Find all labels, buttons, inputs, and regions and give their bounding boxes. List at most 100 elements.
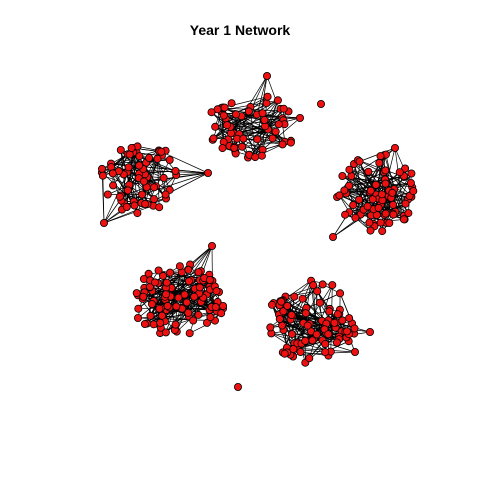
node [350,347,359,356]
node [149,195,158,204]
node [333,310,342,319]
node [335,191,344,200]
node [132,289,141,298]
node [381,166,390,175]
node [103,190,112,199]
node [381,209,390,218]
node [305,354,314,363]
node [289,345,298,354]
node [330,318,339,327]
node [184,308,193,317]
edge [279,318,315,340]
node [271,127,280,136]
node [349,201,358,210]
node [135,152,144,161]
node [262,99,271,108]
node [309,281,318,290]
node [351,213,360,222]
node [376,152,385,161]
node [184,265,193,274]
node [219,301,228,310]
node [296,347,305,356]
node [158,271,167,280]
node [290,292,299,301]
node [230,143,239,152]
node [275,314,284,323]
node [342,327,351,336]
node [150,278,159,287]
node [159,173,168,182]
node [162,278,171,287]
node [263,92,272,101]
node [115,192,124,201]
node [313,287,322,296]
edge [176,172,209,176]
node [324,330,333,339]
node [321,348,330,357]
node [376,218,385,227]
node [279,307,288,316]
node [163,301,172,310]
edge [212,119,284,141]
node [195,283,204,292]
node [409,187,418,196]
node [377,190,386,199]
nodes-layer [97,72,418,391]
node [312,330,321,339]
node [139,292,148,301]
node [161,328,170,337]
node [406,178,415,187]
edge [160,151,209,174]
node [273,96,282,105]
node [227,99,236,108]
node [336,289,345,298]
node [211,303,220,312]
edge [241,116,256,158]
node [155,304,164,313]
node [401,164,410,173]
node [172,302,181,311]
node [338,171,347,180]
node [127,143,136,152]
node [366,186,375,195]
node [278,140,287,149]
node [166,268,175,277]
node [194,310,203,319]
edge [217,108,292,143]
node [239,134,248,143]
node [268,134,277,143]
node [139,177,148,186]
node [231,110,240,119]
node [150,183,159,192]
node [328,281,337,290]
node [325,307,334,316]
node [206,313,215,322]
edge [243,138,283,145]
node [135,161,144,170]
node [145,153,154,162]
node [203,168,212,177]
node [174,293,183,302]
node [149,320,158,329]
node [389,210,398,219]
node [222,121,231,130]
node [328,232,337,241]
node [274,120,283,129]
plot-title: Year 1 Network [189,22,291,38]
edge [103,205,154,224]
node [257,151,266,160]
edge [103,174,177,224]
node [286,138,295,147]
node [371,180,380,189]
node [182,298,191,307]
node [378,227,387,236]
node [100,218,109,227]
edges-layer [100,75,414,363]
node [157,147,166,156]
node [280,349,289,358]
node [277,297,286,306]
node [140,319,149,328]
edge [281,324,325,330]
node [301,336,310,345]
node [98,171,107,180]
